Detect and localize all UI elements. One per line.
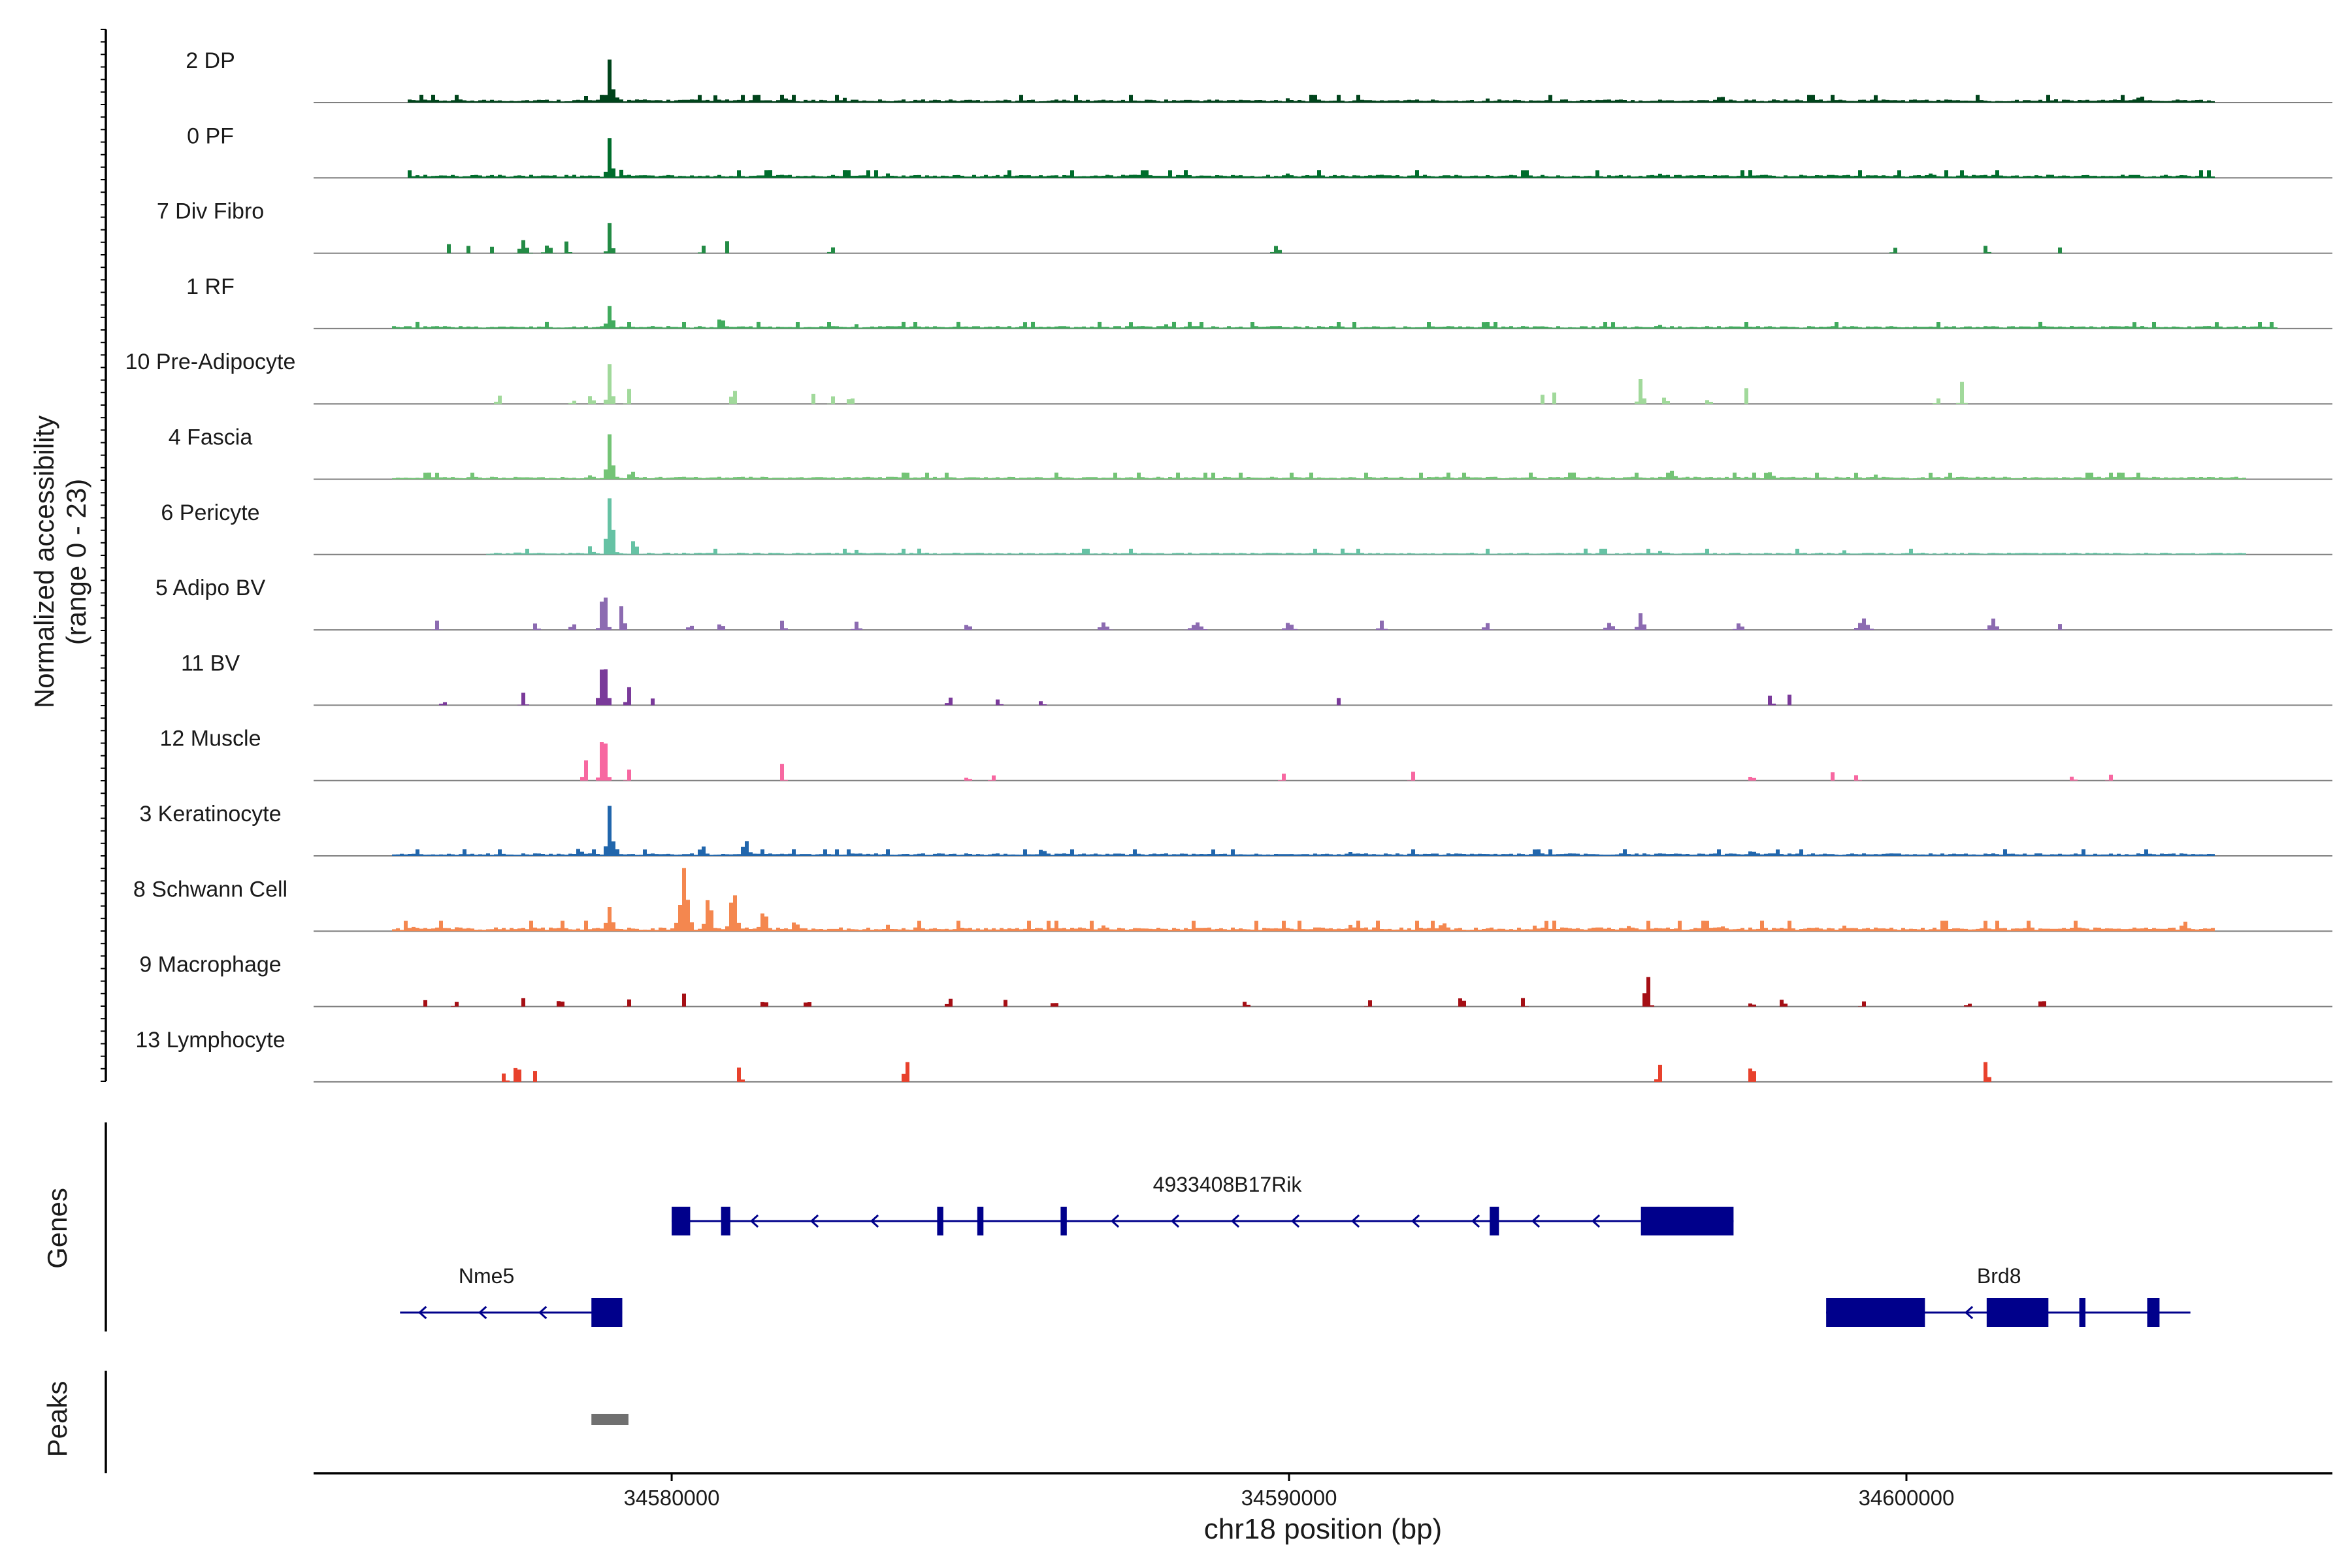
strand-arrow <box>418 1305 427 1320</box>
coverage-area <box>580 742 2113 781</box>
strand-arrow <box>1350 1214 1360 1228</box>
track-label: 5 Adipo BV <box>155 576 266 600</box>
coverage-area <box>392 306 2278 329</box>
genes-panel-label: Genes <box>42 1188 73 1269</box>
x-axis-ticks: 34580000 34590000 34600000 <box>624 1473 1955 1510</box>
exon <box>1986 1298 2049 1327</box>
gene-brd8: Brd8 <box>1826 1264 2191 1327</box>
strand-arrow <box>1230 1214 1240 1228</box>
coverage-tracks: 2 DP 0 PF 7 Div Fibro 1 RF 10 Pre-Adipocyte 4… <box>125 48 2332 1083</box>
exon <box>721 1207 730 1235</box>
track-6-pericyte: 6 Pericyte <box>161 498 2332 555</box>
y-axis-title-line1: Normalized accessibility <box>29 416 59 708</box>
peak-track <box>591 1414 629 1425</box>
strand-arrow <box>1964 1305 1974 1320</box>
coverage-area <box>392 868 2215 932</box>
track-4-fascia: 4 Fascia <box>169 425 2332 480</box>
coverage-area <box>431 597 2066 630</box>
exon <box>937 1207 943 1235</box>
track-1-rf: 1 RF <box>186 274 2332 329</box>
strand-arrow <box>1471 1214 1480 1228</box>
coverage-area <box>502 1062 1991 1082</box>
track-3-keratinocyte: 3 Keratinocyte <box>139 802 2332 857</box>
strand-arrow <box>1591 1214 1601 1228</box>
gene-track: 4933408B17Rik Nme5 Brd8 <box>400 1173 2191 1327</box>
track-label: 7 Div Fibro <box>157 199 264 224</box>
coverage-area <box>486 498 2246 555</box>
coverage-area <box>408 138 2215 178</box>
coverage-area <box>392 806 2215 856</box>
gene-4933408b17rik: 4933408B17Rik <box>672 1173 1734 1235</box>
track-13-lymphocyte: 13 Lymphocyte <box>135 1028 2332 1083</box>
gene-label: 4933408B17Rik <box>1153 1173 1303 1196</box>
track-label: 0 PF <box>187 123 234 148</box>
coverage-bracket-ticks <box>101 29 106 1082</box>
peaks-panel-label: Peaks <box>42 1381 73 1458</box>
exon <box>1641 1207 1734 1235</box>
strand-arrow <box>1531 1214 1541 1228</box>
track-label: 9 Macrophage <box>139 953 281 977</box>
track-label: 11 BV <box>181 651 240 676</box>
track-2-dp: 2 DP <box>186 48 2332 103</box>
x-tick-label: 34600000 <box>1859 1486 1955 1510</box>
exon <box>1826 1298 1925 1327</box>
y-axis-title: Normalized accessibility (range 0 - 23) <box>29 416 91 708</box>
coverage-area <box>408 59 2215 103</box>
coverage-area <box>392 434 2246 480</box>
track-label: 10 Pre-Adipocyte <box>125 350 296 374</box>
strand-arrow <box>1170 1214 1180 1228</box>
track-label: 1 RF <box>186 274 235 299</box>
track-7-div-fibro: 7 Div Fibro <box>157 199 2332 254</box>
track-5-adipo-bv: 5 Adipo BV <box>155 576 2332 631</box>
coverage-area <box>494 364 1968 404</box>
strand-arrow <box>1290 1214 1300 1228</box>
strand-arrow <box>1411 1214 1420 1228</box>
coverage-area <box>447 223 2066 253</box>
exon <box>1060 1207 1067 1235</box>
strand-arrow <box>809 1214 819 1228</box>
exon <box>2079 1298 2086 1327</box>
exon <box>1490 1207 1499 1235</box>
peak-region <box>591 1414 629 1425</box>
exon <box>2147 1298 2160 1327</box>
track-11-bv: 11 BV <box>181 651 2332 706</box>
track-12-muscle: 12 Muscle <box>160 727 2332 781</box>
strand-arrow <box>538 1305 547 1320</box>
coverage-area <box>423 977 2046 1007</box>
gene-label: Nme5 <box>459 1264 514 1288</box>
y-axis-title-line2: (range 0 - 23) <box>61 479 91 645</box>
track-label: 3 Keratinocyte <box>139 802 281 826</box>
exon <box>672 1207 691 1235</box>
strand-arrow <box>1110 1214 1120 1228</box>
track-label: 8 Schwann Cell <box>133 877 287 902</box>
track-label: 6 Pericyte <box>161 500 259 525</box>
track-10-pre-adipocyte: 10 Pre-Adipocyte <box>125 350 2332 405</box>
strand-arrow <box>749 1214 759 1228</box>
track-9-macrophage: 9 Macrophage <box>139 953 2332 1007</box>
x-axis-title: chr18 position (bp) <box>1204 1513 1442 1545</box>
exon <box>591 1298 623 1327</box>
exon <box>977 1207 984 1235</box>
coverage-area <box>439 669 1791 706</box>
strand-arrow <box>478 1305 487 1320</box>
track-0-pf: 0 PF <box>187 123 2332 179</box>
track-label: 12 Muscle <box>160 727 261 751</box>
gene-nme5: Nme5 <box>400 1264 623 1327</box>
track-8-schwann-cell: 8 Schwann Cell <box>133 868 2332 932</box>
track-label: 13 Lymphocyte <box>135 1028 285 1053</box>
x-tick-label: 34580000 <box>624 1486 720 1510</box>
track-label: 2 DP <box>186 48 235 73</box>
gene-label: Brd8 <box>1977 1264 2021 1288</box>
track-label: 4 Fascia <box>169 425 253 450</box>
strand-arrow <box>870 1214 879 1228</box>
x-tick-label: 34590000 <box>1241 1486 1337 1510</box>
